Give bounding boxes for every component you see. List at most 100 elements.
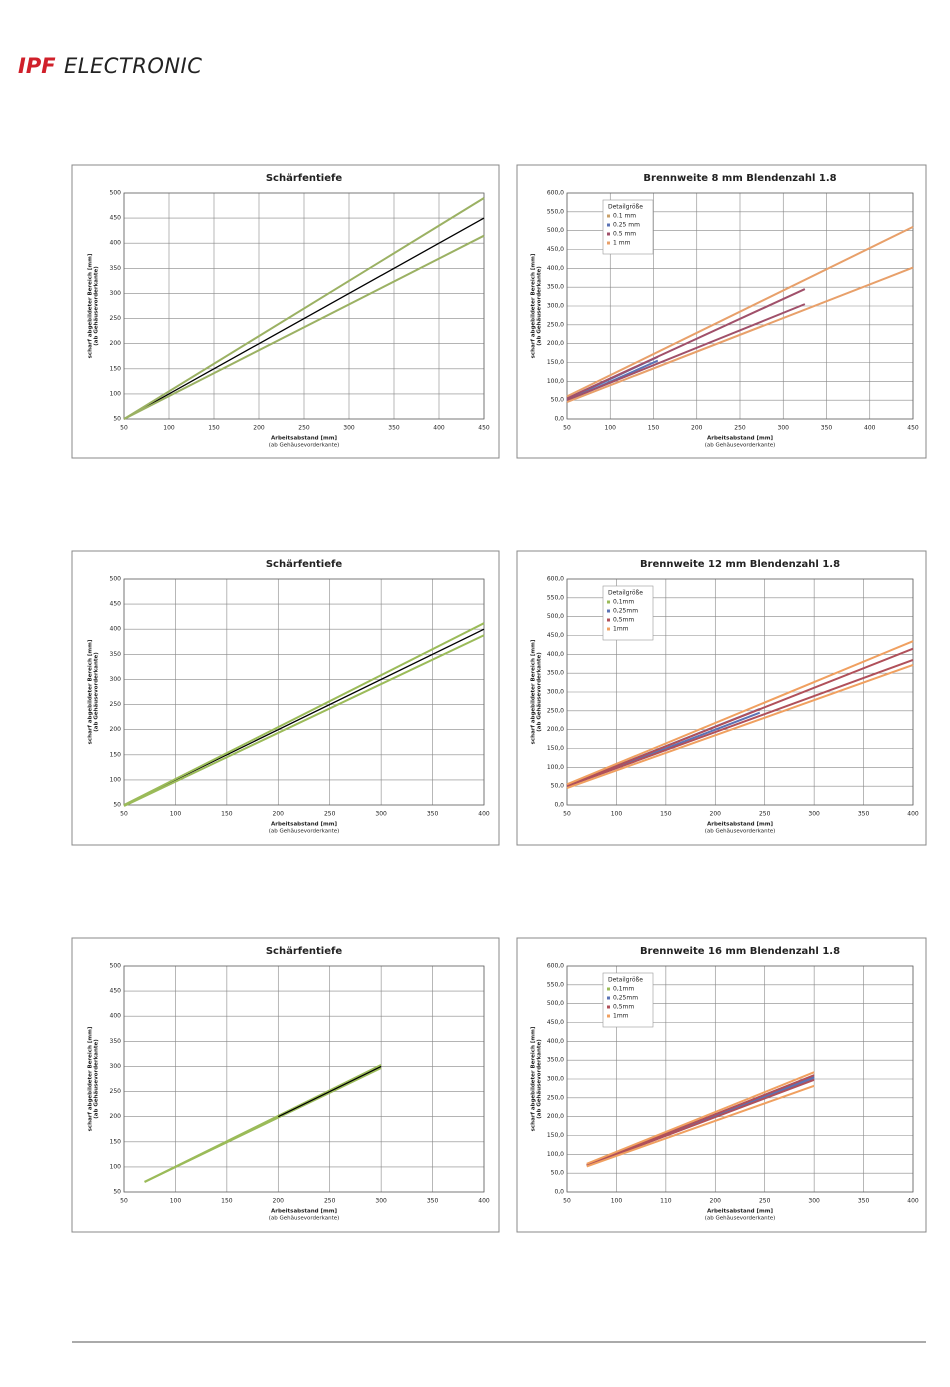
x-tick-label: 300 <box>375 1198 387 1205</box>
y-tick-label: 350,0 <box>547 284 564 291</box>
x-axis-label: Arbeitsabstand [mm] <box>707 1209 773 1215</box>
x-tick-label: 350 <box>858 811 870 818</box>
y-tick-label: 350 <box>110 265 122 272</box>
x-tick-label: 150 <box>648 425 660 432</box>
x-tick-label: 300 <box>808 1198 820 1205</box>
chart-frame <box>516 937 927 1233</box>
y-tick-label: 450 <box>110 601 122 608</box>
y-tick-label: 450,0 <box>547 246 564 253</box>
y-axis-label: scharf abgebildeter Bereich [mm] <box>88 1026 94 1131</box>
y-tick-label: 50,0 <box>551 783 565 790</box>
y-tick-label: 500 <box>110 963 122 970</box>
series-line <box>566 640 914 786</box>
chart-frame <box>516 164 927 459</box>
y-tick-label: 200,0 <box>547 726 564 733</box>
y-tick-label: 500,0 <box>547 227 564 234</box>
x-tick-label: 200 <box>710 1198 722 1205</box>
y-tick-label: 400 <box>110 240 122 247</box>
y-tick-label: 550,0 <box>547 981 564 988</box>
y-tick-label: 350 <box>110 1038 122 1045</box>
x-tick-label: 350 <box>821 425 833 432</box>
legend-swatch <box>607 241 610 245</box>
y-tick-label: 300 <box>110 676 122 683</box>
y-tick-label: 50,0 <box>551 397 565 404</box>
legend-label: 0.5 mm <box>613 231 636 238</box>
y-tick-label: 450,0 <box>547 632 564 639</box>
plot-area <box>123 578 485 806</box>
series-line <box>566 226 914 398</box>
series-line <box>566 303 806 402</box>
y-tick-label: 100,0 <box>547 764 564 771</box>
y-tick-label: 100,0 <box>547 1151 564 1158</box>
series-line <box>123 634 485 807</box>
legend-swatch <box>607 214 610 218</box>
y-axis-label: (ab Gehäusevorderkante) <box>537 652 543 732</box>
plot-area <box>566 965 914 1193</box>
series-line <box>278 1065 382 1118</box>
legend-label: 0,5mm <box>613 1004 634 1011</box>
x-tick-label: 350 <box>388 425 400 432</box>
x-tick-label: 100 <box>170 811 182 818</box>
chart-title: Schärfentiefe <box>266 173 343 184</box>
legend-title: Detailgröße <box>608 977 643 984</box>
y-tick-label: 300,0 <box>547 303 564 310</box>
series-line <box>566 663 914 789</box>
y-tick-label: 350,0 <box>547 670 564 677</box>
x-tick-label: 150 <box>660 811 672 818</box>
y-tick-label: 100,0 <box>547 378 564 385</box>
x-tick-label: 50 <box>563 425 571 432</box>
x-tick-label: 200 <box>691 425 703 432</box>
legend-swatch <box>607 987 610 991</box>
chart-title: Brennweite 12 mm Blendenzahl 1.8 <box>640 559 840 570</box>
x-tick-label: 110 <box>660 1198 672 1205</box>
y-tick-label: 150 <box>110 365 122 372</box>
y-tick-label: 200 <box>110 1113 122 1120</box>
x-axis-label: Arbeitsabstand [mm] <box>271 436 337 442</box>
y-tick-label: 350,0 <box>547 1057 564 1064</box>
legend-label: 0,25mm <box>613 995 638 1002</box>
y-axis-label: scharf abgebildeter Bereich [mm] <box>531 639 537 744</box>
chart-title: Schärfentiefe <box>266 559 343 570</box>
y-tick-label: 550,0 <box>547 594 564 601</box>
y-tick-label: 50 <box>113 416 121 423</box>
chart-title: Schärfentiefe <box>266 946 343 957</box>
y-axis-label: scharf abgebildeter Bereich [mm] <box>88 253 94 358</box>
y-tick-label: 300 <box>110 290 122 297</box>
x-tick-label: 450 <box>907 425 919 432</box>
y-tick-label: 100 <box>110 1163 122 1170</box>
x-axis-label: (ab Gehäusevorderkante) <box>269 443 340 449</box>
x-tick-label: 100 <box>605 425 617 432</box>
legend-swatch <box>607 223 610 227</box>
plot-area <box>123 965 485 1193</box>
legend-label: 0,1mm <box>613 599 634 606</box>
legend-label: 0,1mm <box>613 986 634 993</box>
x-tick-label: 200 <box>273 811 285 818</box>
legend-title: Detailgröße <box>608 204 643 211</box>
y-tick-label: 50 <box>113 1189 121 1196</box>
legend-label: 1 mm <box>613 240 631 247</box>
chart-title: Brennweite 16 mm Blendenzahl 1.8 <box>640 946 840 957</box>
x-tick-label: 100 <box>163 425 175 432</box>
series-line <box>566 288 806 400</box>
legend-swatch <box>607 618 610 622</box>
x-tick-label: 100 <box>611 1198 623 1205</box>
x-tick-label: 300 <box>343 425 355 432</box>
y-tick-label: 200 <box>110 726 122 733</box>
series-line <box>566 266 914 403</box>
x-tick-label: 350 <box>427 1198 439 1205</box>
y-tick-label: 50,0 <box>551 1170 565 1177</box>
y-tick-label: 400 <box>110 626 122 633</box>
y-axis-label: (ab Gehäusevorderkante) <box>537 266 543 346</box>
y-tick-label: 600,0 <box>547 576 564 583</box>
y-tick-label: 0,0 <box>554 416 564 423</box>
x-tick-label: 400 <box>907 1198 919 1205</box>
y-tick-label: 600,0 <box>547 190 564 197</box>
legend-label: 0.1 mm <box>613 213 636 220</box>
series-line <box>123 217 485 420</box>
y-axis-label: scharf abgebildeter Bereich [mm] <box>531 1026 537 1131</box>
y-axis-label: scharf abgebildeter Bereich [mm] <box>531 253 537 358</box>
x-tick-label: 350 <box>427 811 439 818</box>
y-tick-label: 550,0 <box>547 208 564 215</box>
y-tick-label: 150 <box>110 751 122 758</box>
y-tick-label: 300 <box>110 1063 122 1070</box>
